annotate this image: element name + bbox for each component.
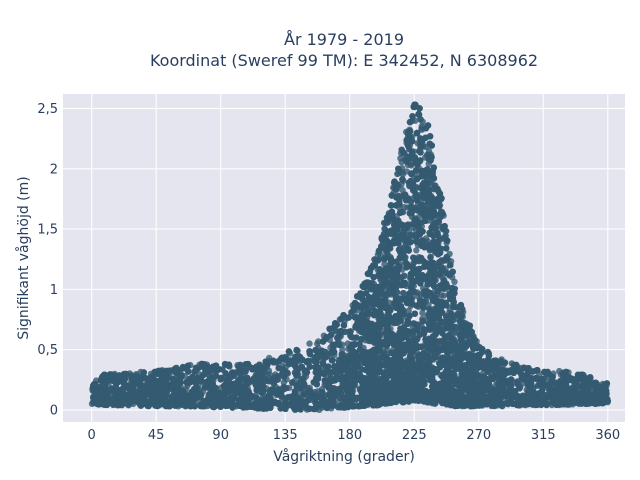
data-point xyxy=(451,278,458,285)
data-point xyxy=(314,340,321,347)
data-point xyxy=(413,247,420,254)
data-points xyxy=(88,101,611,414)
data-point xyxy=(440,292,447,299)
chart-title-line-1: År 1979 - 2019 xyxy=(284,30,404,49)
data-point xyxy=(399,171,407,178)
data-point xyxy=(394,170,401,178)
data-point xyxy=(405,307,412,314)
data-point xyxy=(419,309,426,317)
data-point xyxy=(280,379,287,386)
data-point xyxy=(306,340,313,347)
chart-title-line-2: Koordinat (Sweref 99 TM): E 342452, N 63… xyxy=(150,51,538,70)
data-point xyxy=(237,361,244,368)
data-point xyxy=(408,162,415,169)
data-point xyxy=(397,155,404,162)
